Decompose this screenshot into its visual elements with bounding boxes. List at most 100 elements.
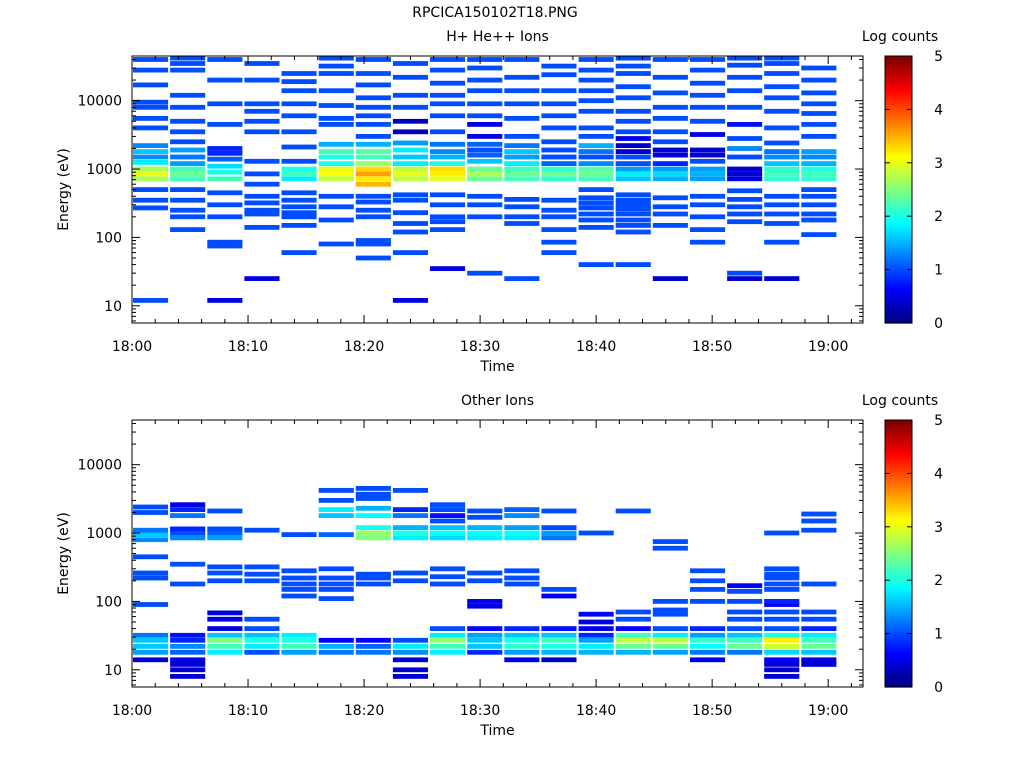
heatmap-cell — [133, 504, 169, 510]
colorbar-segment — [885, 242, 912, 246]
heatmap-cell — [652, 545, 688, 551]
heatmap-cell — [244, 108, 280, 114]
heatmap-cell — [207, 101, 243, 107]
heatmap-cell — [541, 101, 577, 107]
heatmap-cell — [355, 113, 391, 119]
heatmap-cell — [281, 101, 317, 107]
heatmap-cell — [467, 644, 503, 649]
heatmap-cell — [244, 276, 280, 281]
heatmap-cell — [318, 176, 354, 182]
heatmap-cell — [615, 118, 651, 124]
heatmap-cell — [392, 74, 428, 80]
heatmap-cell — [281, 632, 317, 638]
y-axis-label: Energy (eV) — [56, 148, 72, 231]
heatmap-cell — [281, 587, 317, 592]
heatmap-cell — [578, 644, 614, 649]
heatmap-cell — [504, 149, 540, 154]
heatmap-cell — [504, 530, 540, 536]
colorbar-segment — [885, 482, 912, 486]
heatmap-cell — [615, 176, 651, 182]
colorbar-segment — [885, 271, 912, 275]
colorbar-segment — [885, 162, 912, 166]
heatmap-cell — [281, 171, 317, 177]
heatmap-cell — [541, 147, 577, 153]
colorbar-segment — [885, 522, 912, 526]
colorbar-segment — [885, 580, 912, 584]
heatmap-cell — [467, 632, 503, 638]
colorbar-segment — [885, 557, 912, 561]
heatmap-cell — [615, 166, 651, 172]
x-tick-label: 18:00 — [112, 339, 152, 355]
colorbar-segment — [885, 673, 912, 677]
heatmap-cell — [430, 192, 466, 198]
heatmap-cell — [541, 535, 577, 541]
heatmap-cell — [801, 632, 837, 638]
heatmap-cell — [392, 674, 428, 679]
heatmap-cell — [430, 518, 466, 524]
colorbar-segment — [885, 300, 912, 304]
heatmap-cell — [133, 205, 169, 211]
colorbar-segment — [885, 287, 912, 291]
colorbar-segment — [885, 185, 912, 188]
heatmap-cell — [801, 111, 837, 116]
heatmap-cell — [578, 149, 614, 154]
colorbar-segment — [885, 200, 912, 204]
colorbar-segment — [885, 213, 912, 217]
colorbar-segment — [885, 91, 912, 95]
heatmap-cell — [430, 166, 466, 172]
heatmap-cell — [541, 649, 577, 655]
heatmap-cell — [355, 238, 391, 243]
heatmap-cell — [467, 158, 503, 164]
heatmap-cell — [727, 146, 763, 151]
colorbar-tick-label: 2 — [934, 209, 943, 225]
heatmap-cell — [318, 204, 354, 210]
heatmap-cell — [244, 193, 280, 199]
colorbar-segment — [885, 133, 912, 137]
colorbar-segment — [885, 495, 912, 499]
heatmap-cell — [727, 188, 763, 194]
heatmap-cell — [764, 632, 800, 638]
y-tick-label: 10000 — [77, 458, 122, 474]
heatmap-cell — [318, 116, 354, 121]
heatmap-cell — [652, 539, 688, 544]
heatmap-cell — [170, 154, 206, 160]
heatmap-cell — [801, 527, 837, 533]
heatmap-cell — [355, 486, 391, 491]
heatmap-cell — [355, 176, 391, 182]
heatmap-cell — [133, 116, 169, 121]
heatmap-cell — [318, 507, 354, 512]
heatmap-cell — [690, 649, 726, 655]
colorbar-segment — [885, 193, 912, 197]
colorbar-segment — [885, 225, 912, 228]
colorbar-segment — [885, 666, 912, 670]
heatmap-cell — [578, 530, 614, 536]
heatmap-cell — [355, 104, 391, 110]
colorbar-segment — [885, 247, 912, 251]
colorbar-segment — [885, 58, 912, 62]
colorbar-segment — [885, 118, 912, 122]
heatmap-chart: 18:00 18:10 18:20 18:30 18:40 18:50 19:0010100… — [56, 49, 943, 375]
heatmap-cell — [170, 667, 206, 673]
heatmap-cell — [430, 566, 466, 572]
colorbar-segment — [885, 473, 912, 477]
colorbar-segment — [885, 240, 912, 244]
colorbar-segment — [885, 633, 912, 637]
heatmap-cell — [355, 171, 391, 177]
colorbar-segment — [885, 638, 912, 641]
heatmap-cell — [615, 202, 651, 208]
heatmap-cell — [355, 535, 391, 541]
heatmap-cell — [504, 161, 540, 166]
colorbar-tick-label: 0 — [934, 680, 943, 696]
colorbar-segment — [885, 318, 912, 322]
colorbar-segment — [885, 258, 912, 262]
y-tick-label: 1000 — [86, 162, 122, 178]
heatmap-cell — [170, 118, 206, 124]
colorbar-segment — [885, 453, 912, 457]
heatmap-cell — [133, 57, 169, 62]
colorbar-segment — [885, 256, 912, 260]
heatmap-cell — [727, 626, 763, 631]
colorbar-segment — [885, 56, 912, 59]
heatmap-cell — [504, 632, 540, 638]
heatmap-cell — [727, 616, 763, 622]
heatmap-cell — [652, 195, 688, 201]
